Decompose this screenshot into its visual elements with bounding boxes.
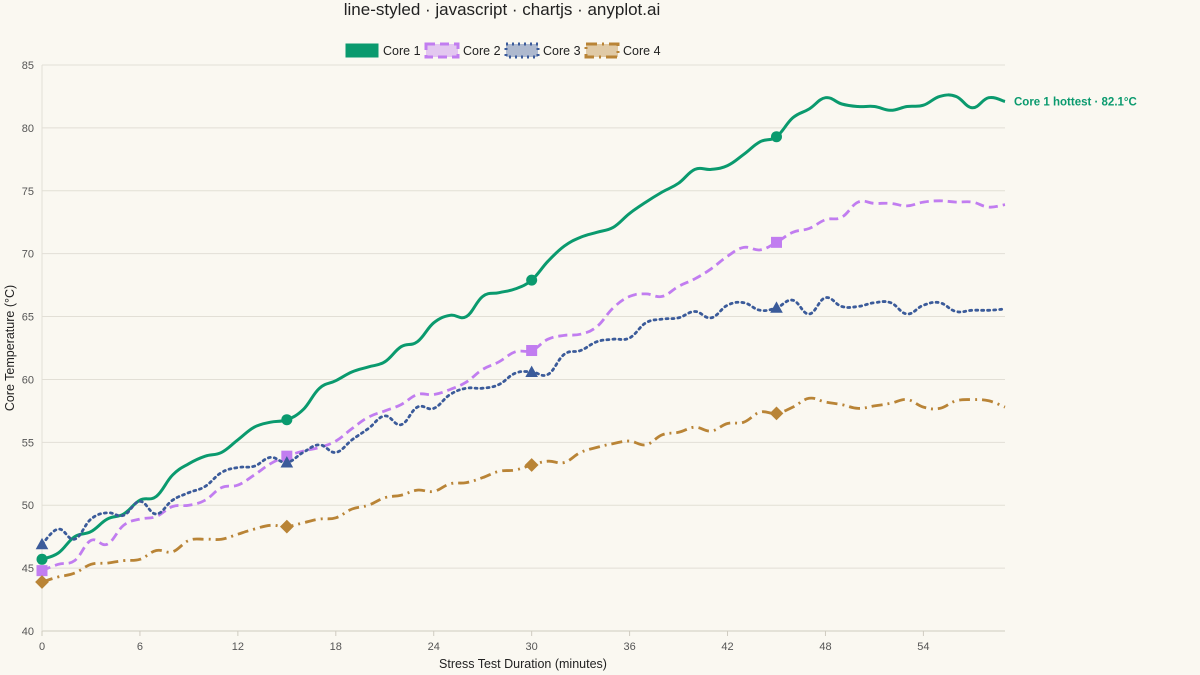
data-point-core-4 <box>769 406 784 421</box>
series-core-3 <box>35 296 1007 550</box>
data-point-core-1 <box>770 131 782 143</box>
series-core-1 <box>36 93 1006 565</box>
legend-item-core-4[interactable]: Core 4 <box>584 42 661 59</box>
legend-swatch-core-3 <box>504 42 540 59</box>
chart-title: line-styled · javascript · chartjs · any… <box>344 0 661 19</box>
series-line-core-3 <box>40 296 1007 546</box>
legend-label-core-2: Core 2 <box>463 44 501 58</box>
y-tick-label: 75 <box>22 186 34 198</box>
x-axis-label: Stress Test Duration (minutes) <box>439 657 607 671</box>
series-core-2 <box>36 199 1006 577</box>
legend-label-core-3: Core 3 <box>543 44 581 58</box>
series-core-4 <box>35 396 1006 589</box>
x-tick-label: 48 <box>819 641 831 653</box>
data-point-core-4 <box>524 458 539 472</box>
data-point-core-2 <box>36 565 48 577</box>
annotation-label: Core 1 hottest · 82.1°C <box>1014 96 1137 108</box>
data-point-core-1 <box>36 553 48 565</box>
data-point-core-2 <box>526 345 538 357</box>
data-point-core-4 <box>35 575 49 589</box>
y-tick-label: 85 <box>22 60 34 72</box>
data-point-core-3 <box>280 456 294 468</box>
data-point-core-3 <box>525 365 538 377</box>
x-tick-label: 36 <box>623 641 635 653</box>
x-tick-label: 0 <box>39 641 45 653</box>
legend-swatch-core-4 <box>584 42 620 59</box>
x-tick-label: 24 <box>428 641 440 653</box>
series-line-core-4 <box>41 396 1006 584</box>
x-axis-ticks: 0 6 12 18 24 30 36 42 48 54 <box>39 631 930 653</box>
y-tick-label: 60 <box>22 374 34 386</box>
legend[interactable]: Core 1 Core 2 Core 3 Core 4 <box>345 42 661 59</box>
legend-item-core-2[interactable]: Core 2 <box>424 42 501 59</box>
y-axis-ticks: 40 45 50 55 60 65 70 75 80 85 <box>22 60 34 638</box>
series-line-core-2 <box>41 199 1006 572</box>
legend-item-core-3[interactable]: Core 3 <box>504 42 581 59</box>
y-tick-label: 45 <box>22 563 34 575</box>
grid <box>42 64 1005 632</box>
y-tick-label: 40 <box>22 626 34 638</box>
data-point-core-3 <box>35 537 49 550</box>
y-tick-label: 70 <box>22 249 34 261</box>
x-tick-label: 18 <box>330 641 342 653</box>
data-point-core-3 <box>770 301 783 313</box>
x-tick-label: 54 <box>917 641 929 653</box>
data-point-core-4 <box>279 519 294 534</box>
legend-item-core-1[interactable]: Core 1 <box>345 43 421 58</box>
y-axis-label: Core Temperature (°C) <box>3 285 17 411</box>
legend-label-core-1: Core 1 <box>383 44 421 58</box>
series-line-core-1 <box>41 93 1006 561</box>
x-tick-label: 30 <box>526 641 538 653</box>
y-tick-label: 55 <box>22 437 34 449</box>
y-tick-label: 80 <box>22 123 34 135</box>
legend-swatch-core-2 <box>424 42 460 59</box>
data-point-core-1 <box>526 274 538 286</box>
x-tick-label: 12 <box>232 641 244 653</box>
legend-swatch-core-1 <box>345 43 379 58</box>
x-tick-label: 42 <box>721 641 733 653</box>
legend-label-core-4: Core 4 <box>623 44 661 58</box>
data-point-core-2 <box>770 236 782 248</box>
series-group <box>35 93 1007 589</box>
data-point-core-1 <box>281 414 293 426</box>
x-tick-label: 6 <box>137 641 143 653</box>
y-tick-label: 50 <box>22 500 34 512</box>
y-tick-label: 65 <box>22 312 34 324</box>
